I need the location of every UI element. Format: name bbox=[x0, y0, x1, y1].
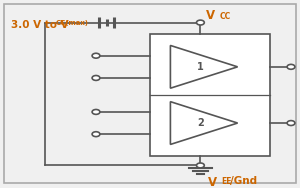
Text: EE: EE bbox=[221, 177, 231, 186]
Text: CC(max): CC(max) bbox=[56, 20, 89, 26]
Text: 2: 2 bbox=[197, 118, 204, 128]
Circle shape bbox=[92, 76, 100, 80]
Text: CC: CC bbox=[220, 12, 231, 21]
Text: V: V bbox=[208, 176, 217, 188]
Bar bbox=[150, 34, 270, 156]
Circle shape bbox=[92, 109, 100, 114]
Circle shape bbox=[196, 20, 204, 25]
Circle shape bbox=[287, 121, 295, 126]
Text: 1: 1 bbox=[197, 62, 204, 72]
Circle shape bbox=[92, 53, 100, 58]
Polygon shape bbox=[170, 45, 238, 88]
Circle shape bbox=[92, 132, 100, 137]
Polygon shape bbox=[170, 102, 238, 144]
Circle shape bbox=[196, 163, 204, 168]
Circle shape bbox=[287, 64, 295, 69]
Text: V: V bbox=[206, 9, 215, 22]
Text: 3.0 V to V: 3.0 V to V bbox=[11, 20, 68, 30]
Text: /Gnd: /Gnd bbox=[230, 176, 256, 186]
